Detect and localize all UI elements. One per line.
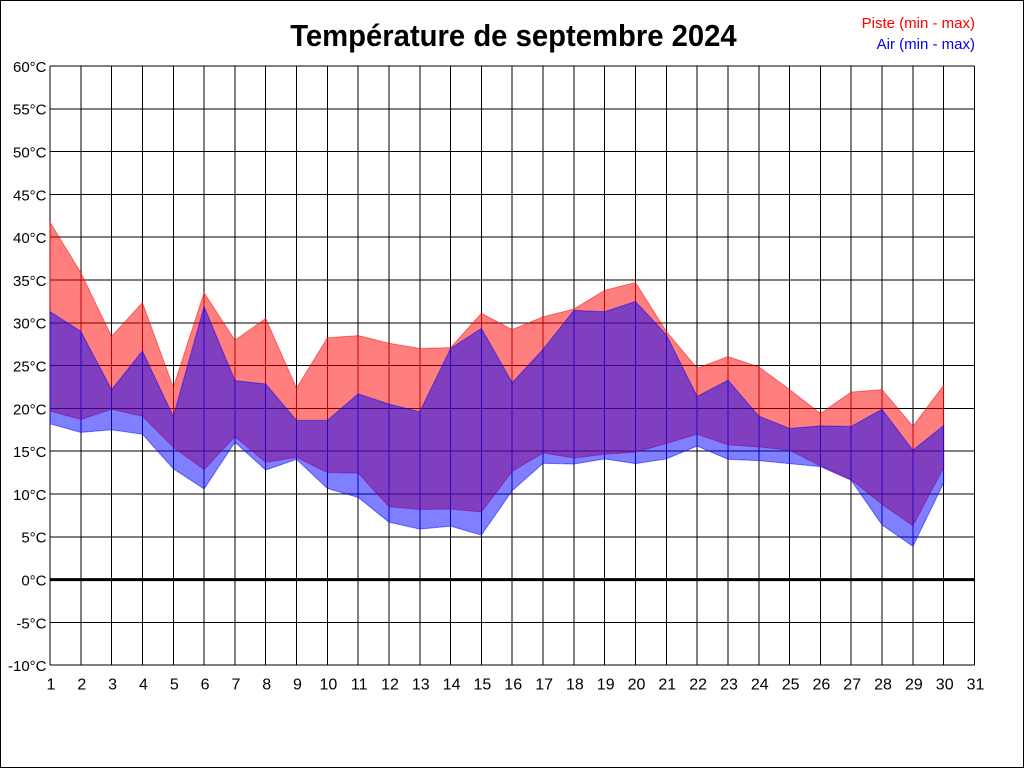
svg-text:10: 10 bbox=[320, 677, 338, 694]
svg-text:40°C: 40°C bbox=[13, 230, 47, 247]
svg-text:30°C: 30°C bbox=[13, 316, 47, 333]
svg-text:2: 2 bbox=[77, 677, 86, 694]
svg-text:31: 31 bbox=[967, 677, 985, 694]
svg-text:5: 5 bbox=[170, 677, 179, 694]
svg-text:Température de septembre 2024: Température de septembre 2024 bbox=[290, 19, 737, 53]
svg-text:12: 12 bbox=[381, 677, 399, 694]
svg-text:24: 24 bbox=[751, 677, 769, 694]
svg-text:8: 8 bbox=[262, 677, 271, 694]
svg-text:11: 11 bbox=[351, 677, 368, 694]
svg-text:50°C: 50°C bbox=[13, 145, 47, 162]
svg-text:18: 18 bbox=[566, 677, 584, 694]
svg-text:22: 22 bbox=[689, 677, 707, 694]
svg-text:55°C: 55°C bbox=[13, 102, 47, 119]
svg-text:0°C: 0°C bbox=[21, 573, 46, 590]
svg-text:4: 4 bbox=[139, 677, 148, 694]
svg-text:16: 16 bbox=[504, 677, 522, 694]
svg-text:23: 23 bbox=[720, 677, 738, 694]
svg-text:25°C: 25°C bbox=[13, 359, 47, 376]
svg-text:30: 30 bbox=[936, 677, 954, 694]
svg-text:60°C: 60°C bbox=[13, 59, 47, 76]
svg-text:35°C: 35°C bbox=[13, 273, 47, 290]
svg-text:45°C: 45°C bbox=[13, 187, 47, 204]
svg-text:1: 1 bbox=[47, 677, 56, 694]
svg-text:26: 26 bbox=[813, 677, 831, 694]
svg-text:20°C: 20°C bbox=[13, 401, 47, 418]
svg-text:Piste (min - max): Piste (min - max) bbox=[862, 15, 975, 32]
svg-text:27: 27 bbox=[843, 677, 861, 694]
svg-text:17: 17 bbox=[535, 677, 553, 694]
svg-text:14: 14 bbox=[443, 677, 461, 694]
svg-text:25: 25 bbox=[782, 677, 800, 694]
svg-text:Air (min - max): Air (min - max) bbox=[877, 36, 975, 53]
svg-text:5°C: 5°C bbox=[21, 530, 46, 547]
svg-text:-10°C: -10°C bbox=[8, 658, 47, 675]
svg-text:15°C: 15°C bbox=[13, 444, 47, 461]
svg-text:10°C: 10°C bbox=[13, 487, 47, 504]
svg-text:9: 9 bbox=[293, 677, 302, 694]
svg-text:15: 15 bbox=[474, 677, 492, 694]
svg-text:19: 19 bbox=[597, 677, 615, 694]
svg-text:3: 3 bbox=[108, 677, 117, 694]
svg-text:13: 13 bbox=[412, 677, 430, 694]
svg-text:7: 7 bbox=[231, 677, 240, 694]
svg-text:6: 6 bbox=[201, 677, 210, 694]
svg-text:21: 21 bbox=[658, 677, 676, 694]
svg-text:29: 29 bbox=[905, 677, 923, 694]
svg-text:-5°C: -5°C bbox=[16, 615, 46, 632]
svg-text:20: 20 bbox=[628, 677, 646, 694]
svg-text:28: 28 bbox=[874, 677, 892, 694]
